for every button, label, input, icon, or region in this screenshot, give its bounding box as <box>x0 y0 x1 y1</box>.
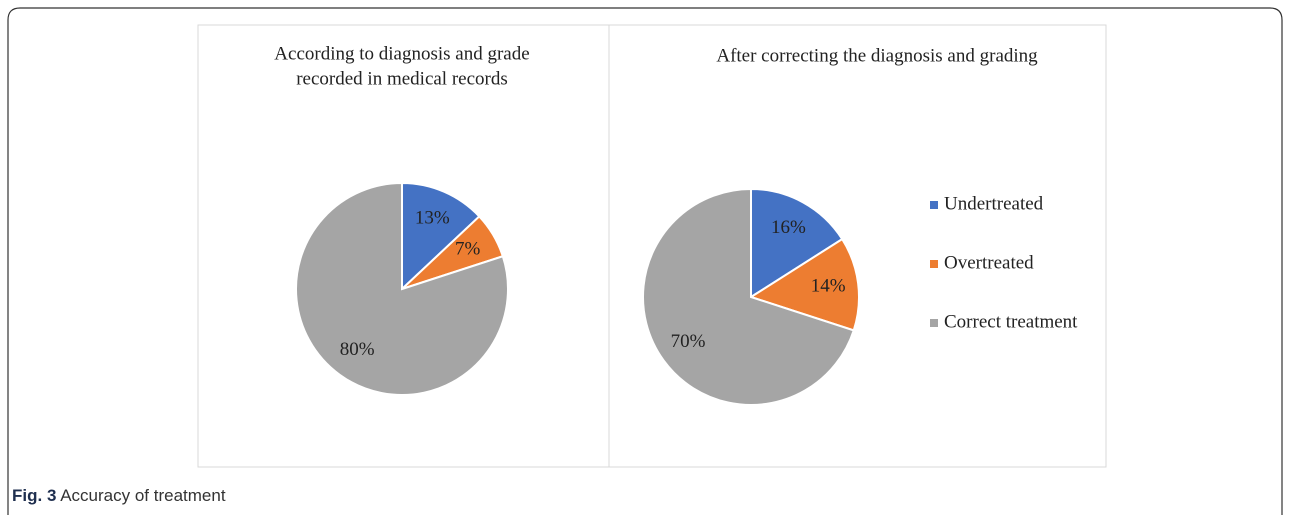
legend-label: Correct treatment <box>944 311 1078 332</box>
legend-label: Undertreated <box>944 193 1044 214</box>
data-label: 16% <box>771 217 806 238</box>
caption-text: Accuracy of treatment <box>60 486 226 505</box>
legend-label: Overtreated <box>944 252 1034 273</box>
chart-title: recorded in medical records <box>296 68 508 89</box>
data-label: 14% <box>811 276 846 297</box>
data-label: 80% <box>340 339 375 360</box>
chart-border <box>197 24 1107 468</box>
pie-slice <box>750 187 844 299</box>
pie-slice <box>295 181 509 396</box>
pie-slice <box>401 181 481 292</box>
legend-swatch <box>930 201 938 209</box>
frame <box>7 7 1283 515</box>
data-label: 70% <box>671 331 706 352</box>
pie-slice <box>748 237 860 332</box>
chart-title: According to diagnosis and grade <box>274 43 529 64</box>
legend-swatch <box>930 260 938 268</box>
legend-swatch <box>930 319 938 327</box>
caption: Fig. 3 Accuracy of treatment <box>12 486 226 506</box>
data-label: 13% <box>415 207 450 228</box>
chart-title: After correcting the diagnosis and gradi… <box>716 45 1038 66</box>
data-label: 7% <box>455 239 481 260</box>
pie-slice <box>642 187 855 406</box>
caption-label: Fig. 3 <box>12 486 57 505</box>
